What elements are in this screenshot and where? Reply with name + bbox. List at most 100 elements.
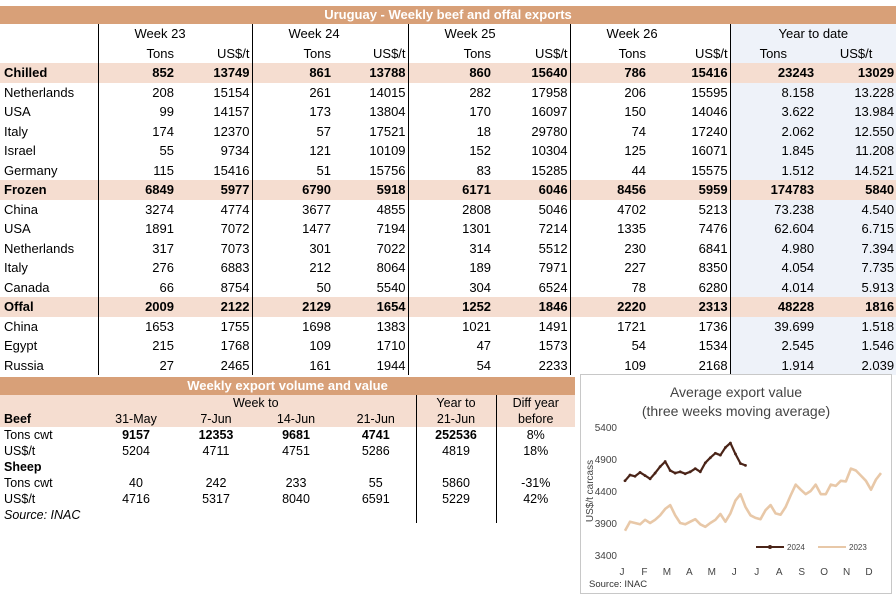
cell-value: 5540 <box>376 279 406 295</box>
cell-value: 9681 <box>282 428 310 442</box>
cell-value: 121 <box>251 141 334 161</box>
cell-value: 174 <box>97 121 176 141</box>
row-label: Frozen <box>0 180 98 200</box>
cell-value: 12.550 <box>816 121 896 141</box>
x-tick-label: M <box>708 567 716 578</box>
cell-value: 1573 <box>538 338 568 354</box>
x-tick-label: J <box>732 567 737 578</box>
series-point-2024 <box>628 473 632 477</box>
cell-value: 15154 <box>213 84 250 100</box>
cell-value: 5.913 <box>816 277 896 297</box>
unit-usd: US$/t <box>816 43 896 63</box>
cell-value: 7072 <box>220 221 250 237</box>
cell-value: 208 <box>97 82 176 102</box>
cell-value: 1.546 <box>816 336 896 356</box>
series-point-2024 <box>648 477 652 481</box>
unit-usd: US$/t <box>373 45 406 61</box>
unit-tons: Tons <box>97 43 176 63</box>
cell-value: 55 <box>97 141 176 161</box>
cell-value: 13029 <box>816 63 896 83</box>
series-point-2024 <box>633 474 637 478</box>
row-label: US$/t <box>4 444 36 458</box>
cell-value: 1654 <box>333 297 409 317</box>
beef-label: Beef <box>0 411 96 427</box>
cell-value: 5977 <box>176 180 253 200</box>
row-label: Canada <box>4 279 50 295</box>
empty-cell <box>415 459 497 475</box>
export-value-chart: Average export value (three weeks moving … <box>580 374 892 594</box>
weekly-table: Weekly export volume and value Week to Ye… <box>0 377 575 523</box>
cell-value: 78 <box>569 277 649 297</box>
cell-value: 15416 <box>213 162 250 178</box>
week-label: Week 26 <box>569 24 731 44</box>
ytd-date-label: 21-Jun <box>415 411 497 427</box>
diff-label: Diff year <box>496 395 575 411</box>
cell-value: 5840 <box>816 180 896 200</box>
cell-value: 9157 <box>122 428 150 442</box>
cell-value: 161 <box>251 355 334 375</box>
cell-value: 4702 <box>569 199 649 219</box>
cell-value: 14046 <box>691 104 728 120</box>
cell-value: 10109 <box>369 143 406 159</box>
cell-value: 125 <box>569 141 649 161</box>
cell-value: 1816 <box>816 297 896 317</box>
cell-value: 2808 <box>407 199 494 219</box>
cell-value: 1.518 <box>816 316 896 336</box>
table-row: Germany 115 15416 51 15756 83 15285 44 15575 1.51… <box>0 160 896 180</box>
table-row: Italy 276 6883 212 8064 189 7971 227 8350 4.054 7.… <box>0 258 896 278</box>
header-row-weeks: Week 23 Week 24 Week 25 Week 26 Year to date <box>0 24 896 44</box>
cell-value: 1.512 <box>729 160 817 180</box>
cell-value: 1252 <box>407 297 494 317</box>
cell-value: 74 <box>569 121 649 141</box>
cell-value: 242 <box>205 476 227 490</box>
series-point-2024 <box>673 471 677 475</box>
cell-value: 23243 <box>729 63 817 83</box>
cell-value: 2129 <box>251 297 334 317</box>
series-line-2024 <box>624 441 746 482</box>
cell-value: 5959 <box>648 180 731 200</box>
cell-value: 54 <box>407 355 494 375</box>
cell-value: 212 <box>251 258 334 278</box>
series-point-2024 <box>683 472 687 476</box>
series-point-2024 <box>688 470 692 474</box>
unit-tons: Tons <box>729 43 817 63</box>
cell-value: 1846 <box>493 297 571 317</box>
cell-value: 5317 <box>202 492 230 506</box>
empty-cell <box>336 459 416 475</box>
cell-value: 9734 <box>220 143 250 159</box>
unit-tons: Tons <box>569 43 649 63</box>
chart-subtitle: (three weeks moving average) <box>642 403 830 419</box>
cell-value: 14.521 <box>816 160 896 180</box>
cell-value: 282 <box>407 82 494 102</box>
cell-value: 852 <box>97 63 176 83</box>
table-row: Tons cwt 9157 12353 9681 4741 252536 8% <box>0 427 575 443</box>
header-corner <box>0 24 98 44</box>
cell-value: 109 <box>569 355 649 375</box>
row-label: Netherlands <box>4 84 75 100</box>
cell-value: 44 <box>569 160 649 180</box>
diff-label-2: before <box>496 411 575 427</box>
cell-value: 55 <box>368 476 383 490</box>
cell-value: 5286 <box>361 444 390 458</box>
table-row: Tons cwt 40 242 233 55 5860 -31% <box>0 475 575 491</box>
cell-value: 6841 <box>698 240 728 256</box>
sheep-label: Sheep <box>4 460 42 474</box>
cell-value: 4774 <box>220 201 250 217</box>
cell-value: 5046 <box>538 201 568 217</box>
cell-value: 47 <box>407 336 494 356</box>
series-point-2024 <box>693 467 697 470</box>
cell-value: 1.914 <box>729 355 817 375</box>
cell-value: 16097 <box>531 104 568 120</box>
cell-value: 1653 <box>97 316 176 336</box>
cell-value: 27 <box>97 355 176 375</box>
cell-value: 861 <box>251 63 334 83</box>
unit-usd: US$/t <box>535 45 568 61</box>
cell-value: 62.604 <box>729 219 817 239</box>
y-tick-label: 4400 <box>595 487 618 498</box>
series-point-2024 <box>744 464 747 467</box>
row-label: Offal <box>0 297 98 317</box>
cell-value: 16071 <box>691 143 728 159</box>
x-tick-label: N <box>843 567 850 578</box>
y-tick-label: 5400 <box>595 423 618 434</box>
table-row: US$/t 4716 5317 8040 6591 5229 42% <box>0 491 575 507</box>
